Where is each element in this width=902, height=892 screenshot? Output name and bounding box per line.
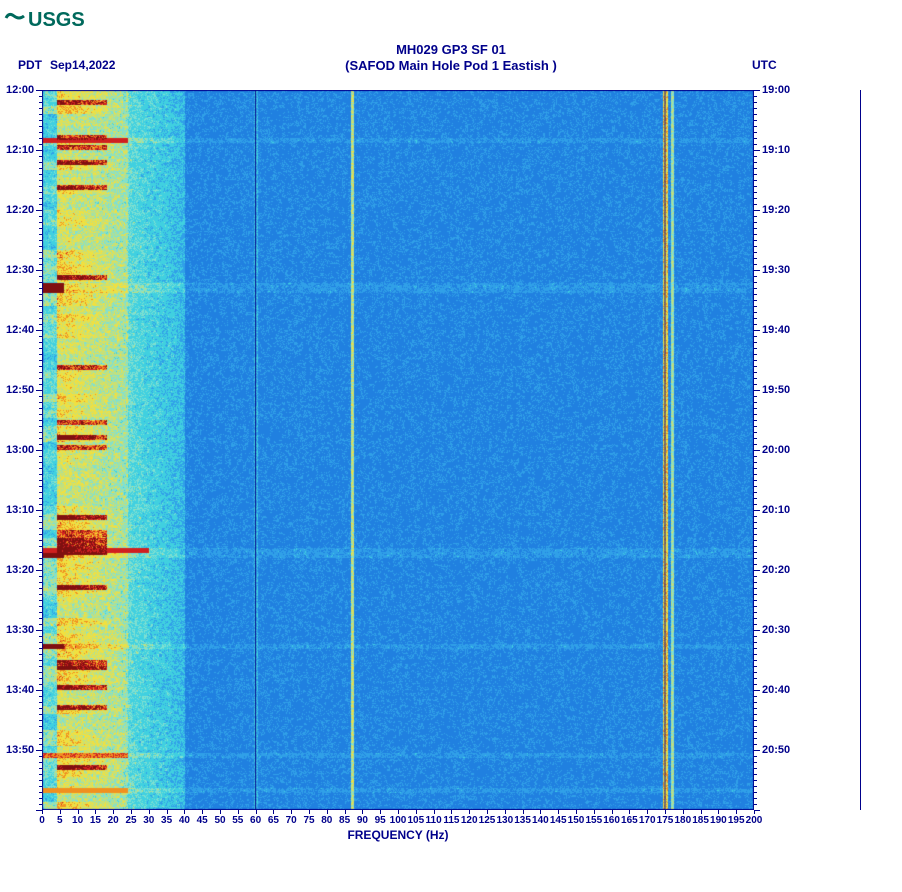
left-tick: 12:40 [6,324,34,336]
bottom-tick: 160 [603,815,620,826]
right-tick: 20:50 [762,744,790,756]
bottom-tick: 175 [657,815,674,826]
chart-title: MH029 GP3 SF 01 [0,42,902,57]
bottom-tick: 195 [728,815,745,826]
bottom-tick: 120 [461,815,478,826]
bottom-tick: 95 [375,815,386,826]
left-tick: 12:20 [6,204,34,216]
bottom-tick: 170 [639,815,656,826]
right-tick: 20:10 [762,504,790,516]
bottom-tick: 55 [232,815,243,826]
bottom-tick: 30 [143,815,154,826]
bottom-tick: 45 [197,815,208,826]
bottom-tick: 20 [108,815,119,826]
right-tick: 19:30 [762,264,790,276]
right-tick: 19:20 [762,204,790,216]
bottom-tick: 105 [407,815,424,826]
left-tick: 12:50 [6,384,34,396]
bottom-tick: 150 [568,815,585,826]
bottom-tick: 35 [161,815,172,826]
bottom-tick: 15 [90,815,101,826]
bottom-tick: 80 [321,815,332,826]
bottom-tick: 5 [57,815,63,826]
left-tick: 13:10 [6,504,34,516]
left-tick: 12:30 [6,264,34,276]
bottom-tick: 40 [179,815,190,826]
svg-text:USGS: USGS [28,9,85,31]
x-axis-label: FREQUENCY (Hz) [42,828,754,842]
bottom-tick: 140 [532,815,549,826]
right-tick: 19:50 [762,384,790,396]
left-tick: 13:50 [6,744,34,756]
bottom-tick: 135 [514,815,531,826]
bottom-tick: 100 [390,815,407,826]
bottom-tick: 10 [72,815,83,826]
usgs-logo: USGS [4,4,94,32]
bottom-tick: 155 [585,815,602,826]
bottom-tick: 85 [339,815,350,826]
bottom-tick: 90 [357,815,368,826]
left-tick: 12:00 [6,84,34,96]
bottom-tick: 130 [496,815,513,826]
date-label: Sep14,2022 [50,58,115,72]
left-timezone: PDT [18,58,42,72]
bottom-tick: 70 [286,815,297,826]
left-tick: 13:40 [6,684,34,696]
spectrogram-canvas [42,90,754,810]
right-tick: 19:10 [762,144,790,156]
bottom-tick: 60 [250,815,261,826]
colorbar-line [860,90,861,810]
right-tick: 20:20 [762,564,790,576]
left-tick: 13:30 [6,624,34,636]
bottom-tick: 180 [674,815,691,826]
left-tick: 12:10 [6,144,34,156]
bottom-tick: 25 [125,815,136,826]
bottom-tick: 0 [39,815,45,826]
bottom-tick: 110 [426,815,442,826]
bottom-tick: 165 [621,815,638,826]
bottom-tick: 185 [692,815,709,826]
bottom-tick: 75 [303,815,314,826]
right-tick: 19:40 [762,324,790,336]
left-tick: 13:00 [6,444,34,456]
bottom-tick: 145 [550,815,567,826]
bottom-tick: 65 [268,815,279,826]
right-tick: 20:30 [762,624,790,636]
left-tick: 13:20 [6,564,34,576]
bottom-tick: 115 [443,815,459,826]
right-tick: 20:40 [762,684,790,696]
bottom-tick: 50 [214,815,225,826]
bottom-tick: 125 [479,815,496,826]
bottom-tick: 190 [710,815,727,826]
right-tick: 19:00 [762,84,790,96]
bottom-tick: 200 [746,815,763,826]
right-tick: 20:00 [762,444,790,456]
spectrogram-chart [42,90,754,810]
right-timezone: UTC [752,58,777,72]
